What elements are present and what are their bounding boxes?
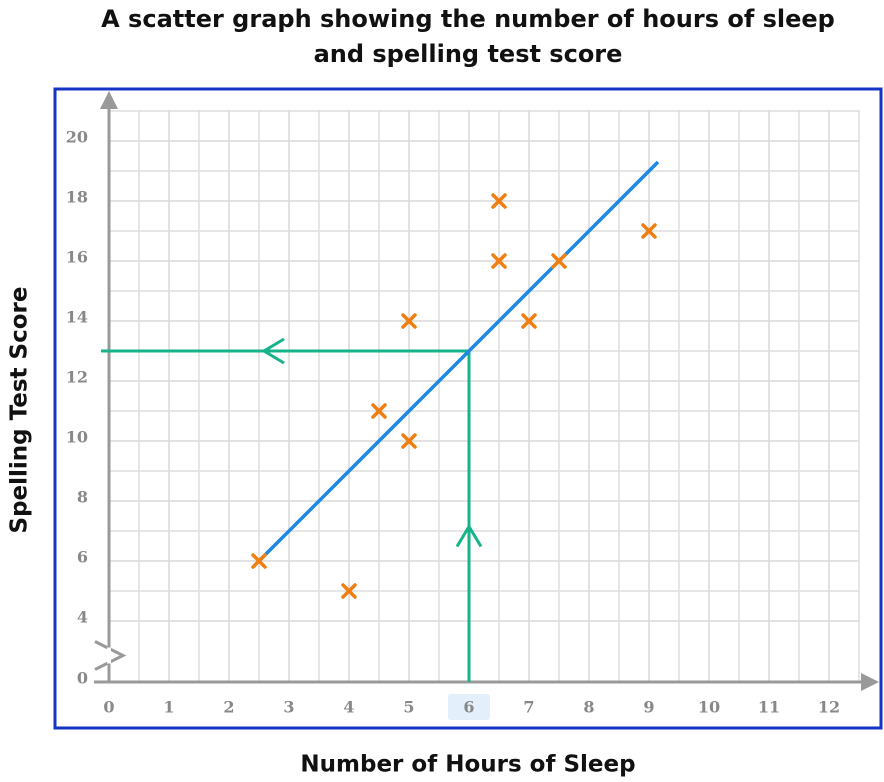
point [251, 553, 267, 569]
axis-break [94, 640, 127, 671]
point [551, 253, 567, 269]
y-tick-label: 8 [77, 488, 88, 507]
x-tick-label: 7 [523, 698, 534, 717]
x-tick-label: 1 [163, 698, 174, 717]
x-tick-label: 5 [403, 698, 414, 717]
reading-arrow [455, 523, 483, 548]
y-tick-label: 0 [77, 669, 88, 688]
x-tick-label: 8 [583, 698, 594, 717]
axis-break-gap [107, 647, 111, 664]
point [521, 313, 537, 329]
x-tick-label: 10 [698, 698, 720, 717]
chart-title: A scatter graph showing the number of ho… [101, 5, 835, 33]
point [491, 193, 507, 209]
point [401, 313, 417, 329]
tick-highlight [448, 694, 490, 720]
x-tick-label: 4 [343, 698, 354, 717]
x-tick-label: 2 [223, 698, 234, 717]
point [371, 403, 387, 419]
x-tick-label: 3 [283, 698, 294, 717]
x-tick-label: 9 [643, 698, 654, 717]
point [491, 253, 507, 269]
point [341, 583, 357, 599]
x-tick-label: 6 [463, 698, 474, 717]
x-axis-arrow [861, 673, 879, 691]
y-tick-label: 18 [66, 188, 88, 207]
y-tick-label: 10 [66, 428, 88, 447]
x-tick-label: 0 [103, 698, 114, 717]
y-axis-label: Spelling Test Score [7, 287, 33, 534]
chart-title: and spelling test score [314, 40, 623, 68]
x-axis-label: Number of Hours of Sleep [300, 752, 635, 778]
reading-line [101, 349, 471, 682]
plot-frame [53, 87, 883, 730]
y-tick-label: 14 [66, 308, 88, 327]
y-axis-arrow [100, 91, 118, 109]
y-tick-label: 4 [77, 608, 88, 627]
point [401, 433, 417, 449]
y-tick-label: 16 [66, 248, 88, 267]
y-tick-label: 6 [77, 548, 88, 567]
reading-arrow [261, 337, 285, 365]
x-tick-label: 11 [758, 698, 780, 717]
x-tick-label: 12 [818, 698, 840, 717]
y-tick-label: 12 [66, 368, 88, 387]
y-tick-label: 20 [66, 128, 88, 147]
point [641, 223, 657, 239]
trend-line [257, 160, 660, 563]
